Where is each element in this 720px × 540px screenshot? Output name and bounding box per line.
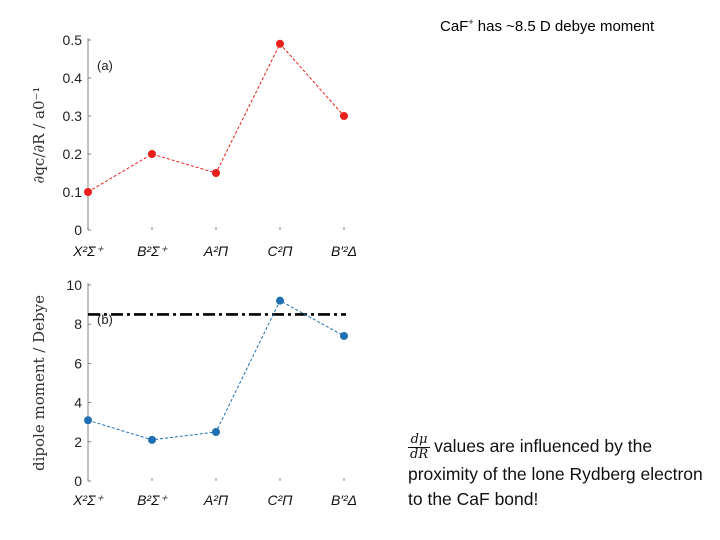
panel-a-category-label: X²Σ⁺: [72, 243, 104, 259]
panel-a-ytick-label: 0.5: [63, 32, 83, 48]
derivative-note: dμ dR values are influenced by the proximi…: [408, 433, 708, 512]
panel-a-data-point: [148, 150, 156, 158]
panel-b-ytick-label: 10: [66, 277, 82, 293]
header-note-superscript: +: [468, 17, 474, 27]
panel-b-data-point: [148, 435, 156, 444]
panel-b-data-point: [212, 428, 220, 436]
panel-a-category-label: C²Π: [268, 243, 294, 259]
panel-a-data-point: [340, 112, 348, 120]
panel-b-category-label: B′²Δ: [331, 492, 357, 508]
fraction-numerator: dμ: [408, 433, 431, 448]
panel-a-category-label: B²Σ⁺: [137, 243, 168, 259]
panel-a-category-label: A²Π: [203, 243, 229, 259]
panel-b-ytick-label: 4: [74, 395, 82, 411]
panel-b-series-line: [87, 299, 345, 441]
panel-a-ytick-label: 0: [74, 222, 82, 238]
panel-a-data-point: [212, 169, 220, 177]
panel-b-data-point: [84, 416, 92, 425]
panel-a-data-point: [84, 188, 92, 196]
panel-b-ytick-label: 0: [74, 473, 82, 489]
panel-a-ytick-label: 0.4: [63, 70, 83, 86]
fraction-denominator: dR: [410, 447, 429, 462]
header-note: CaF+ has ~8.5 D debye moment: [440, 17, 654, 35]
panel-a-ytick-label: 0.1: [63, 184, 83, 200]
panel-b-label: (b): [97, 312, 113, 327]
panel-b-category-label: C²Π: [268, 492, 294, 508]
panel-a-y-axis-title: ∂qc/∂R / a0⁻¹: [30, 87, 48, 184]
header-note-rest: has ~8.5 D debye moment: [473, 18, 655, 35]
panel-b-category-label: B²Σ⁺: [137, 492, 168, 508]
panel-a-ytick-label: 0.2: [63, 146, 83, 162]
panel-b-data-point: [276, 296, 284, 305]
header-note-prefix: CaF: [440, 18, 469, 35]
panel-b-ytick-label: 2: [74, 434, 82, 450]
panel-b-category-label: A²Π: [203, 492, 229, 508]
panel-b-ytick-label: 8: [74, 316, 82, 332]
note-text: values are influenced by the proximity o…: [408, 436, 703, 509]
panel-a-category-label: B′²Δ: [331, 243, 357, 259]
panel-b-category-label: X²Σ⁺: [72, 492, 104, 508]
panel-b-data-point: [340, 331, 348, 340]
panel-a-ytick-label: 0.3: [63, 108, 83, 124]
panel-a-label: (a): [97, 58, 113, 73]
dmu-dr-fraction: dμ dR: [408, 433, 431, 462]
panel-b-ytick-label: 6: [74, 355, 82, 371]
panel-a-data-point: [276, 39, 284, 48]
panel-b-y-axis-title: dipole moment / Debye: [30, 295, 48, 471]
